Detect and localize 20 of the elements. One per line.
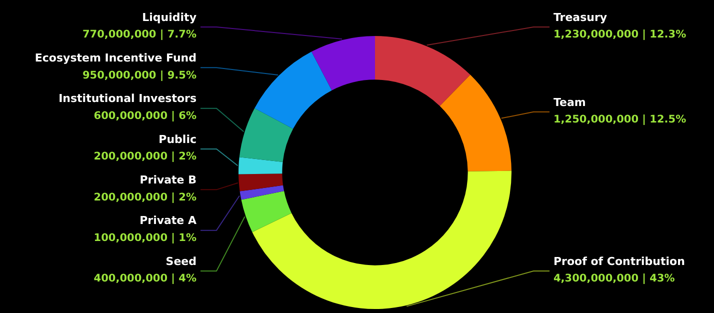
slice-label: Treasury <box>554 10 608 24</box>
slice-label: Ecosystem Incentive Fund <box>34 52 196 65</box>
data-label: 770,000,000 | 7.7% <box>82 28 197 41</box>
slice-label: Institutional Investors <box>58 92 197 106</box>
slice-label: Liquidity <box>142 10 196 24</box>
slice-label: Public <box>158 132 196 146</box>
data-label: 400,000,000 | 4% <box>94 272 197 285</box>
slice-label: Private B <box>140 174 196 187</box>
slice-label: Private A <box>140 214 197 228</box>
data-label: 600,000,000 | 6% <box>94 110 197 122</box>
data-label: 100,000,000 | 1% <box>94 232 197 244</box>
data-label: 1,250,000,000 | 12.5% <box>554 114 687 126</box>
slice-label: Proof of Contribution <box>554 254 685 268</box>
data-label: 1,230,000,000 | 12.3% <box>554 28 687 41</box>
slice-label: Team <box>554 96 586 109</box>
data-label: 200,000,000 | 2% <box>94 150 197 163</box>
data-label: 950,000,000 | 9.5% <box>82 69 197 82</box>
data-label: 4,300,000,000 | 43% <box>554 272 676 285</box>
slice-label: Seed <box>166 254 196 268</box>
data-label: 200,000,000 | 2% <box>94 191 197 204</box>
